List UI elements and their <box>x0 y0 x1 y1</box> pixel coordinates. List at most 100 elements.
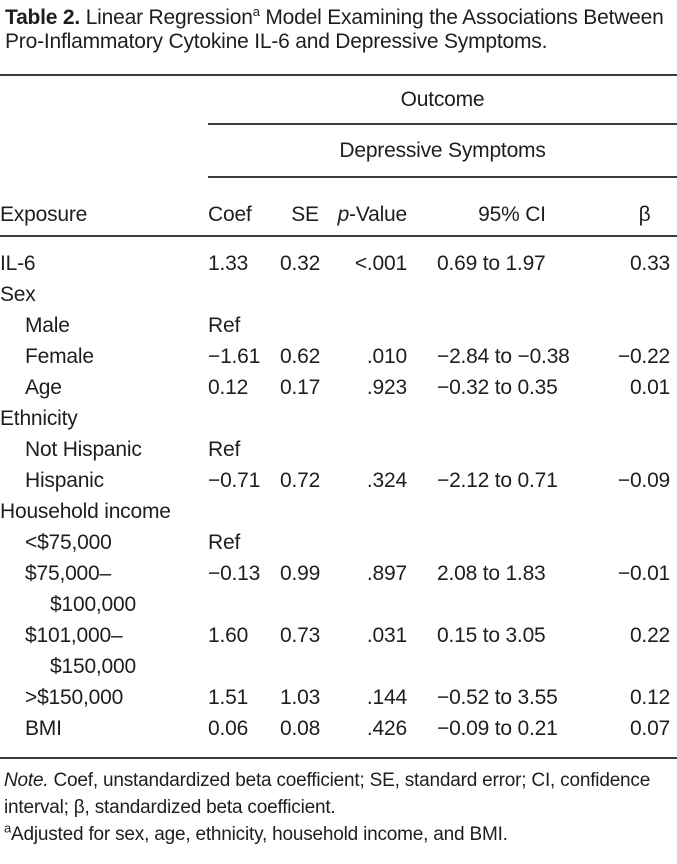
spanner-row-depressive-symptoms: Depressive Symptoms <box>0 124 677 178</box>
cell-beta: 0.22 <box>629 624 671 647</box>
cell-beta <box>612 403 677 434</box>
cell-ci: −2.84 to −0.38 <box>437 345 570 368</box>
row-label: $75,000– $100,000 <box>25 562 136 616</box>
cell-se: 0.08 <box>280 717 321 740</box>
caption-post-sup: Model Examining the Associations Between… <box>5 6 664 53</box>
cell-p: .010 <box>366 345 407 368</box>
cell-ci: 0.15 to 3.05 <box>437 624 546 647</box>
cell-p: <.001 <box>354 252 407 275</box>
cell-beta <box>612 496 677 527</box>
cell-beta <box>612 434 677 465</box>
cell-ci: 2.08 to 1.83 <box>437 562 546 585</box>
cell-ci <box>412 279 612 310</box>
cell-ci <box>412 434 612 465</box>
table-row: IL-6 1.33 0.32 <.001 0.69 to 1.97 0.33 <box>0 236 677 279</box>
cell-coef: −1.61 <box>208 345 261 368</box>
row-label: IL-6 <box>0 252 36 275</box>
cell-ci: −0.32 to 0.35 <box>437 376 558 399</box>
cell-coef: 0.12 <box>208 376 249 399</box>
table-row: $101,000– $150,000 1.60 0.73 .031 0.15 to 3.0… <box>0 620 677 682</box>
row-label: Not Hispanic <box>25 438 142 461</box>
cell-p <box>330 403 412 434</box>
cell-se: 0.32 <box>280 252 321 275</box>
cell-coef <box>208 496 280 527</box>
cell-beta: −0.09 <box>617 469 671 492</box>
cell-se: 0.99 <box>280 562 321 585</box>
cell-ci <box>412 496 612 527</box>
cell-p: .923 <box>366 376 407 399</box>
cell-se: 0.73 <box>280 624 321 647</box>
table-row: $75,000– $100,000 −0.13 0.99 .897 2.08 to 1.8… <box>0 558 677 620</box>
cell-beta: −0.01 <box>617 562 671 585</box>
cell-se <box>280 496 330 527</box>
cell-beta: 0.12 <box>629 686 671 709</box>
cell-p <box>330 310 412 341</box>
row-label: <$75,000 <box>25 531 112 554</box>
cell-beta <box>612 310 677 341</box>
p-value-rest: -Value <box>349 203 407 226</box>
column-header-coef: Coef <box>208 177 280 237</box>
cell-se <box>280 527 330 558</box>
row-label: Female <box>25 345 94 368</box>
table-row: Female −1.61 0.62 .010 −2.84 to −0.38 −0.22 <box>0 341 677 372</box>
cell-se: 1.03 <box>280 686 321 709</box>
cell-beta: 0.33 <box>629 252 671 275</box>
column-header-row: Exposure Coef SE p-Value 95% CI β <box>0 177 677 237</box>
row-label: Ethnicity <box>0 407 78 430</box>
cell-p <box>330 496 412 527</box>
row-label: >$150,000 <box>25 686 124 709</box>
cell-p: .324 <box>366 469 407 492</box>
table-row: BMI 0.06 0.08 .426 −0.09 to 0.21 0.07 <box>0 713 677 758</box>
cell-coef <box>208 279 280 310</box>
row-label: $101,000– $150,000 <box>25 624 136 678</box>
cell-ci: 0.69 to 1.97 <box>437 252 546 275</box>
table-row: Sex <box>0 279 677 310</box>
spanner-depressive-symptoms: Depressive Symptoms <box>208 124 677 178</box>
cell-ci: −2.12 to 0.71 <box>437 469 558 492</box>
spanner-outcome: Outcome <box>208 75 677 125</box>
cell-coef: 0.06 <box>208 717 249 740</box>
cell-p: .144 <box>366 686 407 709</box>
spanner-spacer <box>0 124 208 177</box>
cell-coef: −0.71 <box>208 469 261 492</box>
table-caption: Table 2. Linear Regressiona Model Examin… <box>0 0 677 54</box>
cell-se <box>280 434 330 465</box>
cell-ci <box>412 527 612 558</box>
cell-se: 0.62 <box>280 345 321 368</box>
table-row: Age 0.12 0.17 .923 −0.32 to 0.35 0.01 <box>0 372 677 403</box>
p-value-italic-p: p <box>337 203 350 226</box>
footnote-note: Note. Coef, unstandardized beta coeffici… <box>4 767 671 821</box>
cell-p <box>330 527 412 558</box>
caption-pre-sup: Linear Regression <box>85 6 253 29</box>
cell-se <box>280 403 330 434</box>
cell-se: 0.17 <box>280 376 321 399</box>
cell-se <box>280 279 330 310</box>
cell-coef: 1.33 <box>208 252 249 275</box>
cell-ci <box>412 310 612 341</box>
cell-beta: 0.01 <box>629 376 671 399</box>
table-row: Ethnicity <box>0 403 677 434</box>
footnote-adjusted: aAdjusted for sex, age, ethnicity, house… <box>4 821 671 848</box>
cell-coef: −0.13 <box>208 562 261 585</box>
cell-p <box>330 434 412 465</box>
note-label: Note. <box>4 770 49 791</box>
table-row: Household income <box>0 496 677 527</box>
column-header-95ci: 95% CI <box>412 177 612 237</box>
table-row: Male Ref <box>0 310 677 341</box>
row-label: Household income <box>0 500 171 523</box>
row-label: Age <box>25 376 62 399</box>
column-header-beta: β <box>612 177 677 237</box>
cell-p: .426 <box>366 717 407 740</box>
row-label: Male <box>25 314 70 337</box>
cell-coef: Ref <box>208 438 241 461</box>
table-body: IL-6 1.33 0.32 <.001 0.69 to 1.97 0.33 Sex Male… <box>0 236 677 758</box>
row-label: Sex <box>0 283 36 306</box>
column-header-se: SE <box>280 177 330 237</box>
cell-ci: −0.52 to 3.55 <box>437 686 558 709</box>
cell-se: 0.72 <box>280 469 321 492</box>
row-label: BMI <box>25 717 62 740</box>
table-row: <$75,000 Ref <box>0 527 677 558</box>
table-footnotes: Note. Coef, unstandardized beta coeffici… <box>0 759 677 848</box>
table-row: Not Hispanic Ref <box>0 434 677 465</box>
cell-ci <box>412 403 612 434</box>
